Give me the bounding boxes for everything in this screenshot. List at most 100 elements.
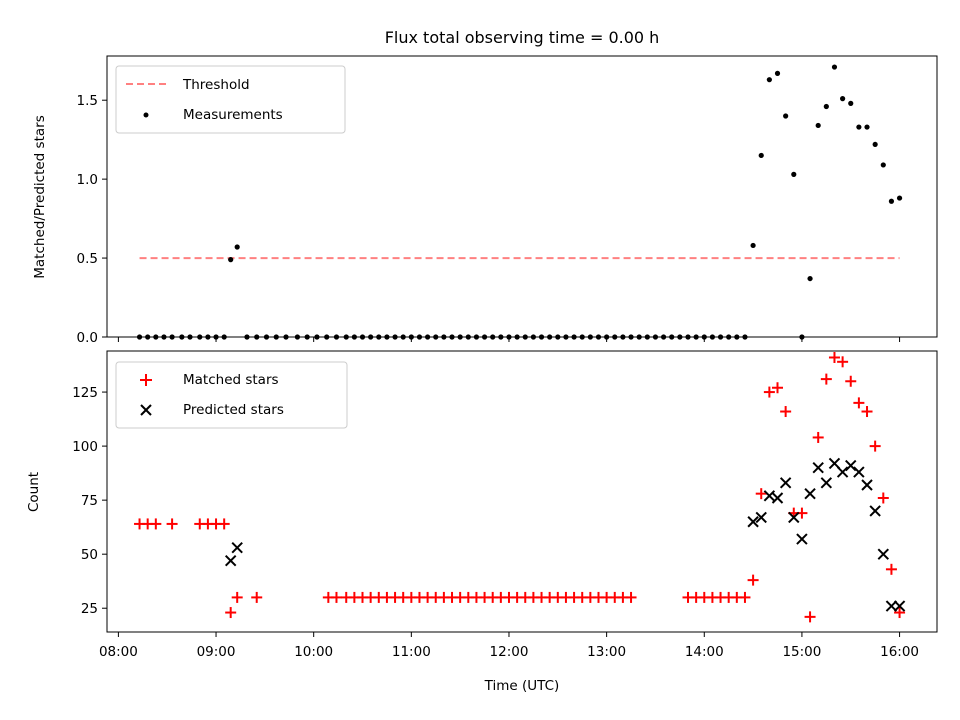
measurement-point <box>815 122 821 129</box>
predicted-stars-point <box>828 457 841 470</box>
legend-threshold-label: Threshold <box>182 77 250 93</box>
measurement-point <box>750 242 756 249</box>
predicted-stars-point <box>877 548 890 560</box>
matched-stars-point <box>166 518 178 530</box>
legend-predicted-stars-label: Predicted stars <box>183 402 284 418</box>
x-tick-label: 09:00 <box>197 644 236 660</box>
measurement-point <box>807 275 813 282</box>
x-tick-label: 11:00 <box>392 644 431 660</box>
predicted-stars-point <box>755 511 767 524</box>
matched-stars-point <box>225 607 237 619</box>
y-tick-label: 50 <box>81 547 98 563</box>
matched-stars-point <box>755 488 767 500</box>
matched-stars-point <box>772 382 784 394</box>
legend-frame <box>115 361 348 429</box>
predicted-stars-point <box>861 479 873 491</box>
measurement-point <box>791 171 797 177</box>
predicted-stars-point <box>796 533 808 545</box>
x-tick-label: 16:00 <box>880 644 919 660</box>
predicted-stars-point <box>224 554 237 567</box>
chart-title: Flux total observing time = 0.00 h <box>385 28 660 47</box>
count-x-ticks: 08:00 09:00 10:00 11:00 12:00 13:00 14:00 15:00… <box>99 632 919 660</box>
measurement-point <box>783 113 789 119</box>
matched-stars-point <box>828 351 840 363</box>
predicted-stars-point <box>779 477 792 489</box>
x-tick-label: 10:00 <box>294 644 333 660</box>
predicted-stars-point <box>804 487 816 500</box>
matched-stars-point <box>763 386 775 398</box>
measurement-point <box>864 124 870 130</box>
matched-stars-point <box>747 574 759 586</box>
y-tick-label: 25 <box>81 601 98 617</box>
matched-stars-point <box>845 375 857 387</box>
matched-stars-point <box>853 397 865 409</box>
count-legend: Matched stars Predicted stars <box>115 361 348 429</box>
matched-stars-point <box>780 406 792 418</box>
matched-stars-point <box>861 406 873 418</box>
y-tick-label: 75 <box>81 493 98 509</box>
measurement-point <box>831 64 838 70</box>
matched-stars-point <box>251 591 263 603</box>
predicted-stars-point <box>853 466 865 478</box>
predicted-stars-point <box>845 459 857 472</box>
x-tick-label: 14:00 <box>685 644 724 660</box>
predicted-stars-point <box>885 600 898 612</box>
measurement-point <box>766 77 772 83</box>
predicted-stars-point <box>771 492 784 504</box>
y-tick-label: 100 <box>72 439 98 455</box>
y-tick-label: 125 <box>72 385 98 401</box>
count-plot-area <box>134 351 906 623</box>
flux-ratio-y-ticks: 0.0 0.5 1.0 1.5 <box>77 93 107 346</box>
x-axis-label: Time (UTC) <box>484 678 560 694</box>
legend-measurements-label: Measurements <box>183 107 283 123</box>
predicted-stars-point <box>747 516 759 528</box>
x-tick-label: 15:00 <box>782 644 821 660</box>
measurement-point <box>888 198 895 204</box>
matched-stars-point <box>894 607 906 619</box>
matched-stars-point <box>885 563 897 575</box>
predicted-stars-point <box>836 466 849 478</box>
x-tick-label: 13:00 <box>587 644 626 660</box>
count-frame <box>106 350 938 633</box>
y-tick-label: 1.5 <box>77 93 98 109</box>
predicted-stars-point <box>820 477 833 489</box>
matched-stars-point <box>739 591 751 603</box>
matched-stars-point <box>837 356 849 368</box>
y-tick-label: 0.5 <box>77 251 98 267</box>
matched-stars-point <box>330 591 342 603</box>
flux-ratio-x-ticks <box>117 337 901 342</box>
count-y-ticks: 25 50 75 100 125 <box>72 385 107 617</box>
measurement-point <box>880 162 886 168</box>
matched-stars-point <box>231 591 243 603</box>
matched-stars-point <box>812 431 824 443</box>
matched-stars-point <box>150 518 162 530</box>
measurement-point <box>823 103 829 110</box>
predicted-stars-point <box>893 600 906 612</box>
measurement-point <box>848 100 854 106</box>
flux-ratio-axes: Flux total observing time = 0.00 h 0.00.… <box>32 28 938 346</box>
measurement-point <box>228 257 234 263</box>
legend-measurement-dot-icon <box>143 112 149 118</box>
matched-stars-point <box>804 611 816 623</box>
predicted-stars-point <box>231 541 243 554</box>
y-tick-label: 1.0 <box>77 172 98 188</box>
matched-stars-point <box>218 518 230 530</box>
x-tick-label: 12:00 <box>490 644 529 660</box>
measurement-point <box>840 96 846 102</box>
matched-stars-point <box>625 591 637 603</box>
flux-ratio-legend: Threshold Measurements <box>115 65 346 134</box>
legend-plus-marker-icon <box>140 374 152 386</box>
count-axes: 25 50 75 100 125 08:00 09:00 10:00 11:00 12:00 13… <box>26 350 938 694</box>
predicted-stars-point <box>869 505 881 517</box>
count-y-axis-label: Count <box>26 472 42 512</box>
measurement-point <box>872 141 878 148</box>
legend-matched-stars-label: Matched stars <box>183 372 279 388</box>
measurement-point <box>234 244 240 250</box>
flux-ratio-frame <box>106 55 938 338</box>
legend-x-marker-icon <box>140 404 152 416</box>
measurement-point <box>856 124 862 130</box>
flux-ratio-y-axis-label: Matched/Predicted stars <box>32 115 48 278</box>
legend-frame <box>115 65 346 134</box>
x-tick-label: 08:00 <box>99 644 138 660</box>
